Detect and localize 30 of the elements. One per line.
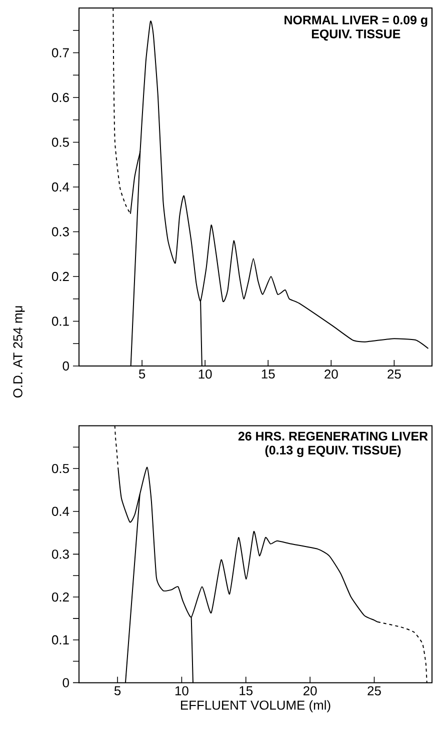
y-tick-label: 0.3: [52, 550, 69, 559]
x-tick-label: 25: [368, 686, 381, 696]
y-tick-label: 0.2: [52, 272, 69, 282]
y-tick-label: 0.1: [52, 316, 69, 326]
x-axis-title: EFFLUENT VOLUME (ml): [181, 700, 330, 712]
y-tick-label: 0.4: [52, 182, 70, 192]
x-tick-label: 15: [240, 686, 253, 696]
x-tick-label: 25: [388, 370, 401, 379]
y-tick-label: 0.5: [52, 464, 69, 474]
y-tick-label: 0.3: [52, 227, 69, 236]
annotation: EQUIV. TISSUE: [312, 30, 400, 41]
x-tick-label: 20: [324, 370, 338, 379]
y-tick-label: 0: [62, 678, 69, 688]
y-tick-label: 0.1: [52, 635, 69, 644]
x-tick-label: 10: [198, 370, 212, 379]
x-tick-label: 10: [175, 686, 188, 696]
y-tick-label: 0.2: [52, 592, 69, 602]
x-tick-label: 5: [138, 370, 146, 379]
y-tick-label: 0.6: [52, 92, 69, 102]
y-axis-title: O.D. AT 254 mμ: [13, 306, 25, 398]
y-tick-label: 0.5: [52, 138, 69, 147]
y-tick-label: 0: [62, 361, 69, 371]
annotation: NORMAL LIVER = 0.09 g: [284, 16, 428, 27]
y-tick-label: 0.7: [52, 48, 69, 58]
x-tick-label: 20: [304, 686, 317, 696]
x-tick-label: 15: [262, 370, 275, 379]
x-tick-label: 5: [114, 686, 121, 696]
y-tick-label: 0.4: [52, 506, 70, 516]
annotation: 26 HRS. REGENERATING LIVER: [238, 432, 428, 441]
annotation: (0.13 g EQUIV. TISSUE): [265, 445, 401, 458]
